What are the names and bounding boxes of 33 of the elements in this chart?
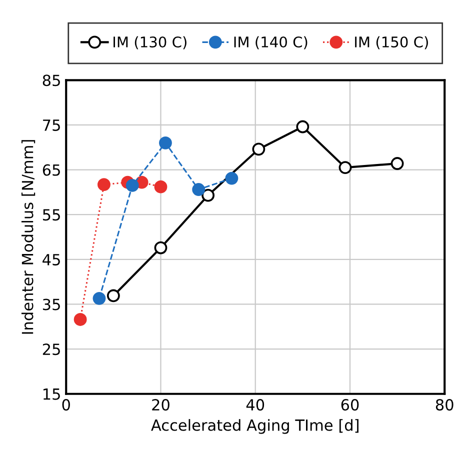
- point: [202, 188, 215, 202]
- point: [390, 157, 404, 170]
- y-axis-title: Indenter Modulus [N/mm]: [21, 140, 36, 334]
- point: [126, 179, 139, 192]
- y-tick-label: 25: [42, 344, 60, 356]
- x-tick-label: 60: [341, 399, 359, 411]
- point: [98, 178, 110, 192]
- point: [154, 241, 168, 254]
- point: [154, 180, 168, 194]
- x-tick-label: 20: [152, 399, 170, 411]
- y-tick-label: 65: [42, 164, 60, 176]
- x-tick-label: 80: [436, 399, 454, 411]
- legend-label: IM (130 C): [114, 36, 186, 50]
- legend-label: IM (140 C): [234, 36, 308, 50]
- y-tick-label: 75: [43, 120, 60, 131]
- point: [338, 161, 352, 174]
- x-axis-title: Accelerated Aging TIme [d]: [151, 419, 358, 434]
- y-tick-label: 85: [42, 74, 60, 86]
- y-tick-label: 35: [42, 298, 60, 310]
- y-tick-label: 55: [42, 209, 60, 221]
- point: [252, 142, 266, 156]
- point: [106, 289, 120, 302]
- point: [296, 120, 310, 134]
- y-tick-label: 15: [43, 388, 60, 400]
- point: [159, 136, 172, 150]
- point: [74, 313, 87, 326]
- point: [92, 292, 106, 305]
- x-tick-label: 40: [246, 399, 264, 411]
- x-tick-label: 0: [62, 399, 70, 411]
- point: [225, 172, 238, 185]
- y-tick-label: 45: [42, 254, 60, 266]
- legend-label: IM (150 C): [355, 36, 428, 50]
- point: [192, 183, 206, 196]
